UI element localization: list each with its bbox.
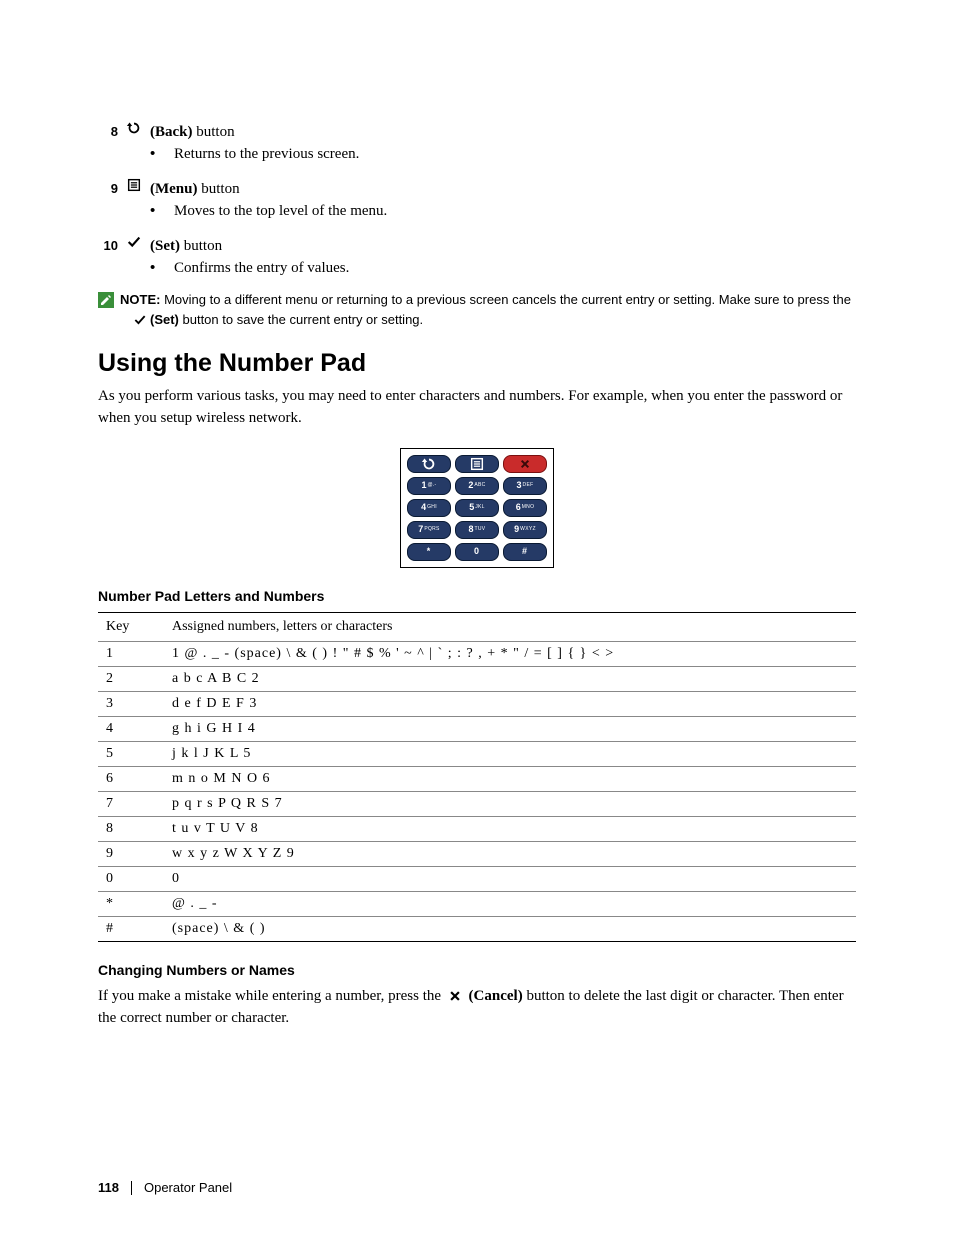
note-text-1: Moving to a different menu or returning …	[160, 292, 851, 307]
step-number: 10	[98, 238, 118, 253]
value-cell: p q r s P Q R S 7	[164, 791, 856, 816]
step-text: (Set) button	[150, 238, 222, 255]
step-bullet: •Returns to the previous screen.	[150, 145, 856, 163]
keymap-table: Key Assigned numbers, letters or charact…	[98, 612, 856, 942]
table-row: *@ . _ -	[98, 891, 856, 916]
step-text: (Back) button	[150, 124, 235, 141]
step-text: (Menu) button	[150, 181, 240, 198]
section-body: As you perform various tasks, you may ne…	[98, 386, 856, 430]
value-cell: j k l J K L 5	[164, 741, 856, 766]
keypad-graphic: 1@.-2ABC3DEF 4GHI5JKL6MNO 7PQRS8TUV9WXYZ *0…	[400, 448, 554, 568]
table-row: 8t u v T U V 8	[98, 816, 856, 841]
step-row: 8 (Back) button	[98, 120, 856, 141]
key-cell: 8	[98, 816, 164, 841]
section-heading: Using the Number Pad	[98, 349, 856, 378]
menu-icon	[118, 177, 150, 193]
value-cell: 1 @ . _ - (space) \ & ( ) ! " # $ % ' ~ …	[164, 641, 856, 666]
value-cell: m n o M N O 6	[164, 766, 856, 791]
note-icon	[98, 292, 120, 313]
table-row: 7p q r s P Q R S 7	[98, 791, 856, 816]
table-row: 4g h i G H I 4	[98, 716, 856, 741]
keypad-key: 0	[455, 543, 499, 561]
table-row: 00	[98, 866, 856, 891]
value-cell: (space) \ & ( )	[164, 916, 856, 941]
changing-body: If you make a mistake while entering a n…	[98, 986, 856, 1030]
note-set-lead: (Set)	[150, 312, 179, 327]
key-cell: 1	[98, 641, 164, 666]
note-label: NOTE:	[120, 292, 160, 307]
step-bullet: •Moves to the top level of the menu.	[150, 202, 856, 220]
keypad-row: *0#	[407, 543, 547, 561]
back-icon	[118, 120, 150, 136]
keypad-key: 4GHI	[407, 499, 451, 517]
keypad-key: #	[503, 543, 547, 561]
table-row: 6m n o M N O 6	[98, 766, 856, 791]
key-cell: 2	[98, 666, 164, 691]
keypad-key: 1@.-	[407, 477, 451, 495]
set-icon	[118, 234, 150, 250]
table-row: 2a b c A B C 2	[98, 666, 856, 691]
value-cell: 0	[164, 866, 856, 891]
value-cell: t u v T U V 8	[164, 816, 856, 841]
keypad-key	[455, 455, 499, 473]
changing-pre: If you make a mistake while entering a n…	[98, 988, 445, 1004]
key-cell: 0	[98, 866, 164, 891]
cancel-icon	[448, 989, 462, 1003]
step-row: 10 (Set) button	[98, 234, 856, 255]
keypad-key: 8TUV	[455, 521, 499, 539]
note-block: NOTE: Moving to a different menu or retu…	[98, 291, 856, 329]
note-text-2: button to save the current entry or sett…	[179, 312, 423, 327]
keypad-row	[407, 455, 547, 473]
key-cell: 6	[98, 766, 164, 791]
keypad-key	[407, 455, 451, 473]
footer-title: Operator Panel	[144, 1180, 232, 1195]
keypad-key: 6MNO	[503, 499, 547, 517]
key-cell: 3	[98, 691, 164, 716]
step-row: 9 (Menu) button	[98, 177, 856, 198]
keypad-key	[503, 455, 547, 473]
table-col2: Assigned numbers, letters or characters	[164, 612, 856, 641]
keypad-key: 9WXYZ	[503, 521, 547, 539]
step-number: 8	[98, 124, 118, 139]
keypad-key: 2ABC	[455, 477, 499, 495]
key-cell: 4	[98, 716, 164, 741]
footer-page-number: 118	[98, 1180, 119, 1195]
value-cell: g h i G H I 4	[164, 716, 856, 741]
changing-cancel-lead: (Cancel)	[469, 988, 523, 1004]
table-row: 9w x y z W X Y Z 9	[98, 841, 856, 866]
table-row: #(space) \ & ( )	[98, 916, 856, 941]
step-number: 9	[98, 181, 118, 196]
table-subheading: Number Pad Letters and Numbers	[98, 588, 856, 604]
value-cell: w x y z W X Y Z 9	[164, 841, 856, 866]
keypad-key: 7PQRS	[407, 521, 451, 539]
footer-separator	[131, 1181, 132, 1195]
table-header-row: Key Assigned numbers, letters or charact…	[98, 612, 856, 641]
value-cell: @ . _ -	[164, 891, 856, 916]
value-cell: d e f D E F 3	[164, 691, 856, 716]
step-bullet: •Confirms the entry of values.	[150, 259, 856, 277]
table-row: 3d e f D E F 3	[98, 691, 856, 716]
set-icon	[130, 313, 150, 327]
keypad-key: 3DEF	[503, 477, 547, 495]
value-cell: a b c A B C 2	[164, 666, 856, 691]
keypad-row: 7PQRS8TUV9WXYZ	[407, 521, 547, 539]
key-cell: 5	[98, 741, 164, 766]
keypad-key: *	[407, 543, 451, 561]
keypad-row: 4GHI5JKL6MNO	[407, 499, 547, 517]
table-row: 5j k l J K L 5	[98, 741, 856, 766]
key-cell: 9	[98, 841, 164, 866]
keypad-row: 1@.-2ABC3DEF	[407, 477, 547, 495]
page-footer: 118 Operator Panel	[98, 1180, 232, 1195]
changing-subheading: Changing Numbers or Names	[98, 962, 856, 978]
key-cell: #	[98, 916, 164, 941]
table-row: 11 @ . _ - (space) \ & ( ) ! " # $ % ' ~…	[98, 641, 856, 666]
keypad-key: 5JKL	[455, 499, 499, 517]
key-cell: 7	[98, 791, 164, 816]
table-col1: Key	[98, 612, 164, 641]
key-cell: *	[98, 891, 164, 916]
